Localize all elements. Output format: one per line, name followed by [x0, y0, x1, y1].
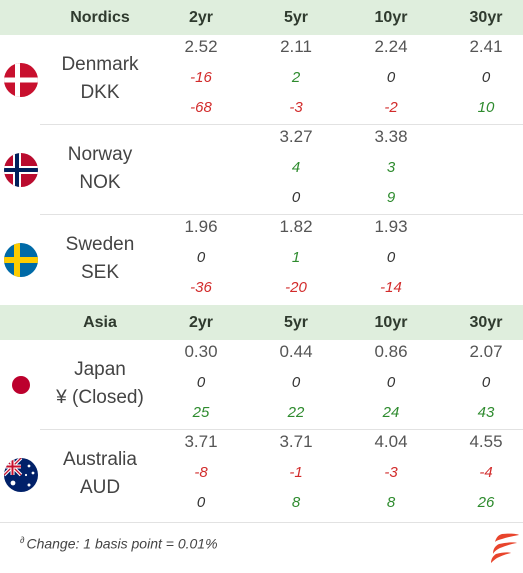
yield-change-1: 4 — [291, 159, 301, 176]
yield-change-2: 9 — [386, 189, 396, 206]
country-label: Norway — [67, 144, 133, 165]
column-header-5yr: 5yr — [283, 9, 309, 26]
yield-value: 1.96 — [184, 217, 218, 236]
country-label: Australia — [63, 449, 137, 470]
country-name: Australia AUD — [40, 446, 160, 502]
footnote-marker: ∂ — [20, 535, 25, 545]
yield-value: 1.82 — [279, 217, 313, 236]
yield-change-2: -3 — [289, 99, 303, 116]
yield-change-2: 0 — [291, 189, 301, 206]
yield-value: 3.71 — [279, 432, 313, 451]
column-header-30yr: 30yr — [469, 314, 503, 331]
yield-change-1: -3 — [384, 464, 398, 481]
yield-change-1: -1 — [289, 464, 303, 481]
country-label: Denmark — [61, 54, 139, 75]
norway-flag-icon — [4, 153, 38, 187]
currency-label: DKK — [80, 82, 120, 103]
yield-change-1: 0 — [481, 374, 491, 391]
yield-change-2: 0 — [196, 494, 206, 511]
yield-change-2: 22 — [287, 404, 305, 421]
footnote: ∂ Change: 1 basis point = 0.01% — [20, 535, 218, 552]
yield-value: 0.30 — [184, 342, 218, 361]
sweden-flag-icon — [4, 243, 38, 277]
currency-label: ¥ (Closed) — [56, 387, 144, 408]
yield-change-1: 0 — [291, 374, 301, 391]
row-divider — [40, 429, 523, 430]
yield-value: 4.55 — [469, 432, 503, 451]
yield-change-1: 0 — [386, 374, 396, 391]
currency-label: AUD — [79, 477, 121, 498]
footnote-text: Change: 1 basis point = 0.01% — [26, 535, 218, 552]
column-header-10yr: 10yr — [374, 314, 408, 331]
yield-value: 4.04 — [374, 432, 408, 451]
yield-change-2: -2 — [384, 99, 398, 116]
australia-flag-icon — [4, 458, 38, 492]
yield-change-2: 8 — [386, 494, 396, 511]
yield-value: 3.38 — [374, 127, 408, 146]
yield-change-2: 10 — [477, 99, 495, 116]
yield-change-1: 0 — [481, 69, 491, 86]
yield-change-1: 0 — [386, 249, 396, 266]
section-title: Asia — [83, 314, 117, 331]
yield-change-2: 26 — [477, 494, 495, 511]
section-header-nordics: Nordics 2yr 5yr 10yr 30yr — [0, 0, 523, 35]
yield-change-1: -4 — [479, 464, 493, 481]
yield-change-1: 3 — [386, 159, 396, 176]
yield-change-2: -36 — [190, 279, 212, 296]
footer-divider — [0, 522, 523, 523]
country-row-australia: Australia AUD 3.71 -8 0 3.71 -1 8 4.04 -… — [0, 430, 523, 520]
yield-change-1: 0 — [196, 249, 206, 266]
country-label: Sweden — [65, 234, 135, 255]
yield-value: 1.93 — [374, 217, 408, 236]
yield-value: 2.11 — [280, 37, 312, 56]
yield-value: 0.86 — [374, 342, 408, 361]
column-header-5yr: 5yr — [283, 314, 309, 331]
yield-change-1: 1 — [291, 249, 301, 266]
yield-change-2: 24 — [382, 404, 400, 421]
country-row-japan: Japan ¥ (Closed) 0.30 0 25 0.44 0 22 0.8… — [0, 340, 523, 430]
yield-change-2: -14 — [380, 279, 402, 296]
yield-value: 2.41 — [469, 37, 503, 56]
country-name: Japan ¥ (Closed) — [40, 356, 160, 412]
section-header-asia: Asia 2yr 5yr 10yr 30yr — [0, 305, 523, 340]
yield-value: 2.52 — [184, 37, 218, 56]
yield-value: 3.71 — [184, 432, 218, 451]
country-name: Denmark DKK — [40, 51, 160, 107]
column-header-10yr: 10yr — [374, 9, 408, 26]
country-name: Sweden SEK — [40, 231, 160, 287]
row-divider — [40, 124, 523, 125]
yield-value: 2.24 — [374, 37, 408, 56]
country-row-norway: Norway NOK 3.27 4 0 3.38 3 9 — [0, 125, 523, 215]
section-title: Nordics — [70, 9, 130, 26]
yield-change-1: -16 — [190, 69, 212, 86]
country-label: Japan — [74, 359, 126, 380]
yield-value: 2.07 — [469, 342, 503, 361]
currency-label: NOK — [79, 172, 121, 193]
currency-label: SEK — [80, 262, 120, 283]
brand-logo-icon — [490, 532, 520, 564]
yield-change-2: 43 — [477, 404, 495, 421]
yield-change-2: 25 — [192, 404, 210, 421]
country-row-sweden: Sweden SEK 1.96 0 -36 1.82 1 -20 1.93 0 … — [0, 215, 523, 305]
denmark-flag-icon — [4, 63, 38, 97]
yield-value: 3.27 — [279, 127, 313, 146]
yield-change-2: 8 — [291, 494, 301, 511]
yield-change-2: -20 — [285, 279, 307, 296]
japan-flag-icon — [4, 368, 38, 402]
country-name: Norway NOK — [40, 141, 160, 197]
column-header-2yr: 2yr — [188, 314, 214, 331]
yield-change-1: 0 — [386, 69, 396, 86]
column-header-30yr: 30yr — [469, 9, 503, 26]
yield-change-1: 2 — [291, 69, 301, 86]
column-header-2yr: 2yr — [188, 9, 214, 26]
yield-change-1: -8 — [194, 464, 208, 481]
yield-change-2: -68 — [190, 99, 212, 116]
country-row-denmark: Denmark DKK 2.52 -16 -68 2.11 2 -3 2.24 … — [0, 35, 523, 125]
yield-value: 0.44 — [279, 342, 313, 361]
yield-change-1: 0 — [196, 374, 206, 391]
row-divider — [40, 214, 523, 215]
